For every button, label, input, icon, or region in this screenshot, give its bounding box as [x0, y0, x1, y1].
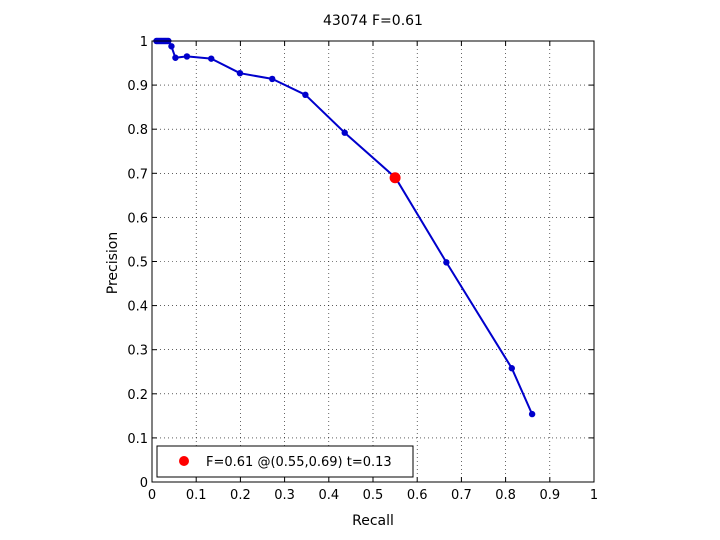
y-tick-label: 0 [140, 476, 148, 491]
x-tick-label: 0.8 [495, 488, 516, 503]
series-point [443, 259, 450, 266]
y-axis-label: Precision [105, 232, 121, 294]
grid-lines [152, 41, 594, 482]
x-tick-label: 0.5 [363, 488, 384, 503]
series-point [183, 53, 191, 60]
y-tick-label: 0.1 [127, 432, 148, 447]
legend-entry-text: F=0.61 @(0.55,0.69) t=0.13 [206, 455, 392, 470]
x-tick-label: 1 [590, 488, 598, 503]
x-tick-label: 0.2 [230, 488, 251, 503]
best-f-point [389, 172, 401, 184]
x-tick-label: 0.4 [318, 488, 339, 503]
x-tick-labels: 0 0.1 0.2 0.3 0.4 0.5 0.6 0.7 0.8 0.9 1 [148, 488, 598, 503]
y-tick-label: 0.8 [127, 123, 148, 138]
y-tick-labels: 0 0.1 0.2 0.3 0.4 0.5 0.6 0.7 0.8 0.9 1 [127, 35, 148, 491]
x-tick-label: 0.7 [451, 488, 472, 503]
series-point [508, 365, 515, 372]
series-point [172, 54, 179, 61]
x-tick-label: 0.3 [274, 488, 295, 503]
y-tick-label: 0.4 [127, 300, 148, 315]
y-tick-label: 0.5 [127, 256, 148, 271]
series-point [302, 91, 309, 99]
series-point [269, 75, 276, 83]
best-f-point-group [389, 172, 401, 184]
x-tick-label: 0.1 [186, 488, 207, 503]
y-tick-label: 0.7 [127, 167, 148, 182]
series-point [341, 129, 348, 136]
y-tick-label: 1 [140, 35, 148, 50]
legend-marker [179, 456, 189, 466]
x-axis-label: Recall [352, 513, 394, 529]
chart-title: 43074 F=0.61 [323, 13, 423, 29]
series-point [236, 69, 244, 77]
y-tick-label: 0.6 [127, 211, 148, 226]
series-point [168, 43, 175, 50]
y-tick-label: 0.9 [127, 79, 148, 94]
legend: F=0.61 @(0.55,0.69) t=0.13 [156, 445, 414, 478]
plot-frame [151, 40, 595, 483]
x-tick-label: 0.6 [407, 488, 428, 503]
series-point [208, 55, 215, 62]
y-tick-label: 0.3 [127, 344, 148, 359]
y-tick-label: 0.2 [127, 388, 148, 403]
x-tick-label: 0 [148, 488, 156, 503]
legend-box [156, 445, 414, 478]
series-point [528, 410, 536, 418]
x-tick-label: 0.9 [539, 488, 560, 503]
